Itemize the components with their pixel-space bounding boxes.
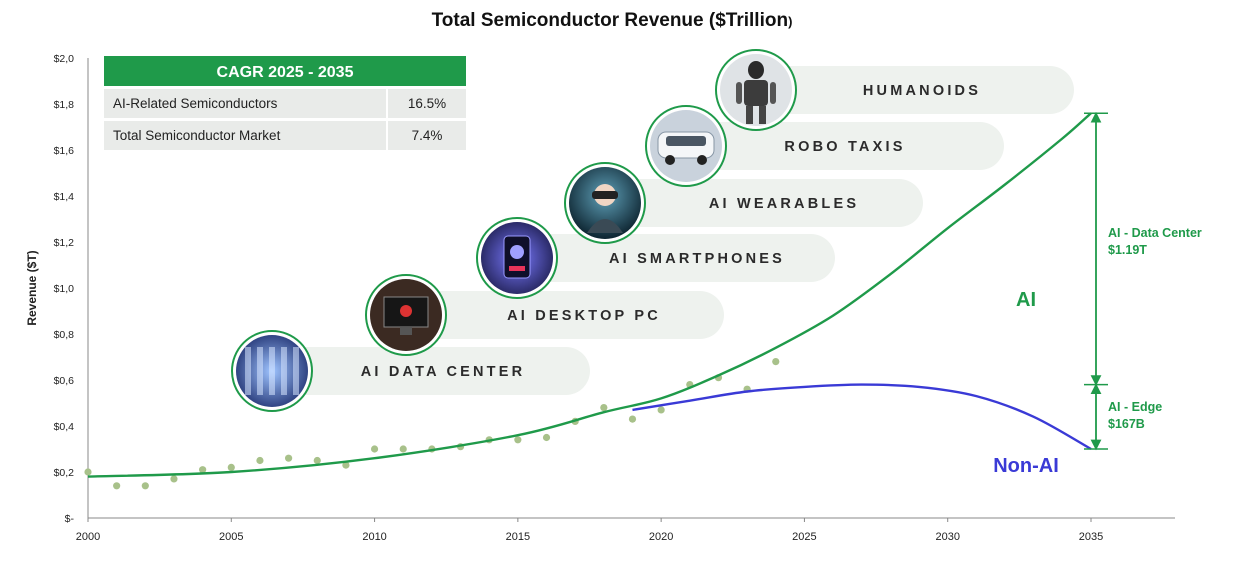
cagr-row2-value-cell — [388, 121, 466, 150]
smartphone-icon — [481, 222, 553, 294]
x-tick-label: 2000 — [76, 531, 100, 543]
pill-background — [272, 347, 590, 395]
x-tick-label: 2025 — [792, 531, 816, 543]
x-tick-label: 2010 — [362, 531, 386, 543]
cagr-row1-label-cell — [104, 89, 386, 118]
vr-headset-icon — [569, 167, 641, 239]
cagr-table-header — [104, 56, 466, 86]
data-center-annotation-line1: AI - Data Center — [1108, 226, 1202, 240]
y-tick-label: $0,6 — [54, 375, 75, 387]
cagr-row-label: Total Semiconductor Market — [113, 128, 281, 143]
use-case-pill: ROBO TAXIS — [645, 105, 1004, 187]
y-tick-label: $1,0 — [54, 283, 75, 295]
y-tick-label: $0,8 — [54, 329, 75, 341]
x-tick-label: 2020 — [649, 531, 673, 543]
non-ai-series-line — [632, 383, 1092, 451]
data-point — [313, 456, 321, 465]
data-point — [342, 461, 350, 469]
y-axis-label: Revenue ($T) — [25, 250, 39, 325]
x-tick-label: 2015 — [506, 531, 530, 543]
pill-label: AI DATA CENTER — [361, 364, 526, 380]
y-tick-label: $1,4 — [54, 191, 75, 203]
y-tick-label: $1,2 — [54, 237, 75, 249]
cagr-table: CAGR 2025 - 2035 AI-Related Semiconducto… — [104, 56, 466, 150]
data-center-annotation-line2: $1.19T — [1108, 243, 1147, 257]
edge-annotation-line1: AI - Edge — [1108, 400, 1162, 414]
axes: 2000 2005 2010 2015 2020 2025 2030 2035 $- $0,2 $0… — [54, 53, 1175, 543]
data-point — [370, 445, 379, 453]
data-point — [227, 463, 235, 471]
ai-series-line — [87, 112, 1092, 478]
cagr-row-label: AI-Related Semiconductors — [113, 96, 278, 111]
cagr-table-title: CAGR 2025 - 2035 — [217, 64, 354, 81]
ai-label: AI — [1016, 289, 1036, 311]
data-point — [256, 456, 264, 465]
pill-label: AI DESKTOP PC — [507, 308, 661, 324]
use-case-pills: AI DATA CENTER AI DESKTOP PC AI SMARTPHONE… — [231, 49, 1074, 412]
pill-background — [756, 66, 1074, 114]
cagr-row-value: 16.5% — [408, 96, 446, 111]
data-point — [113, 482, 121, 490]
y-tick-label: $1,8 — [54, 99, 75, 111]
cagr-row2-label-cell — [104, 121, 386, 150]
data-point — [84, 468, 92, 476]
x-tick-label: 2030 — [935, 531, 959, 543]
chart-title: Total Semiconductor Revenue ($Trillion) — [432, 10, 793, 31]
y-tick-label: $- — [65, 513, 75, 525]
non-ai-label: Non-AI — [993, 455, 1059, 477]
data-point — [514, 436, 522, 444]
pill-label: HUMANOIDS — [863, 83, 981, 99]
use-case-pill: HUMANOIDS — [715, 49, 1074, 131]
pill-background — [406, 291, 724, 339]
server-room-icon — [236, 335, 308, 407]
desktop-pc-icon — [370, 279, 442, 351]
pill-background — [605, 179, 923, 227]
cagr-row1-value-cell — [388, 89, 466, 118]
robotaxi-icon — [650, 110, 722, 182]
pill-background — [517, 234, 835, 282]
data-point — [772, 358, 780, 366]
y-tick-label: $0,2 — [54, 467, 75, 479]
use-case-pill: AI SMARTPHONES — [476, 217, 835, 299]
pill-label: AI SMARTPHONES — [609, 251, 785, 267]
pill-background — [686, 122, 1004, 170]
data-point — [628, 415, 637, 423]
use-case-pill: AI DATA CENTER — [231, 330, 590, 412]
data-point — [170, 475, 178, 483]
data-point — [600, 404, 608, 412]
y-tick-label: $1,6 — [54, 145, 75, 157]
data-point — [542, 433, 551, 442]
y-tick-label: $2,0 — [54, 53, 75, 65]
data-point — [199, 466, 207, 474]
value-bracket — [1084, 111, 1108, 451]
data-point — [399, 445, 407, 453]
humanoid-robot-icon — [720, 54, 792, 126]
use-case-pill: AI WEARABLES — [564, 162, 923, 244]
x-tick-label: 2035 — [1079, 531, 1103, 543]
cagr-row-value: 7.4% — [412, 128, 443, 143]
data-point — [141, 482, 149, 490]
use-case-pill: AI DESKTOP PC — [365, 274, 724, 356]
edge-annotation-line2: $167B — [1108, 417, 1145, 431]
pill-label: ROBO TAXIS — [784, 139, 905, 155]
x-tick-label: 2005 — [219, 531, 243, 543]
data-point — [657, 406, 665, 414]
pill-label: AI WEARABLES — [709, 196, 859, 212]
y-tick-label: $0,4 — [54, 421, 75, 433]
data-point — [285, 454, 293, 462]
